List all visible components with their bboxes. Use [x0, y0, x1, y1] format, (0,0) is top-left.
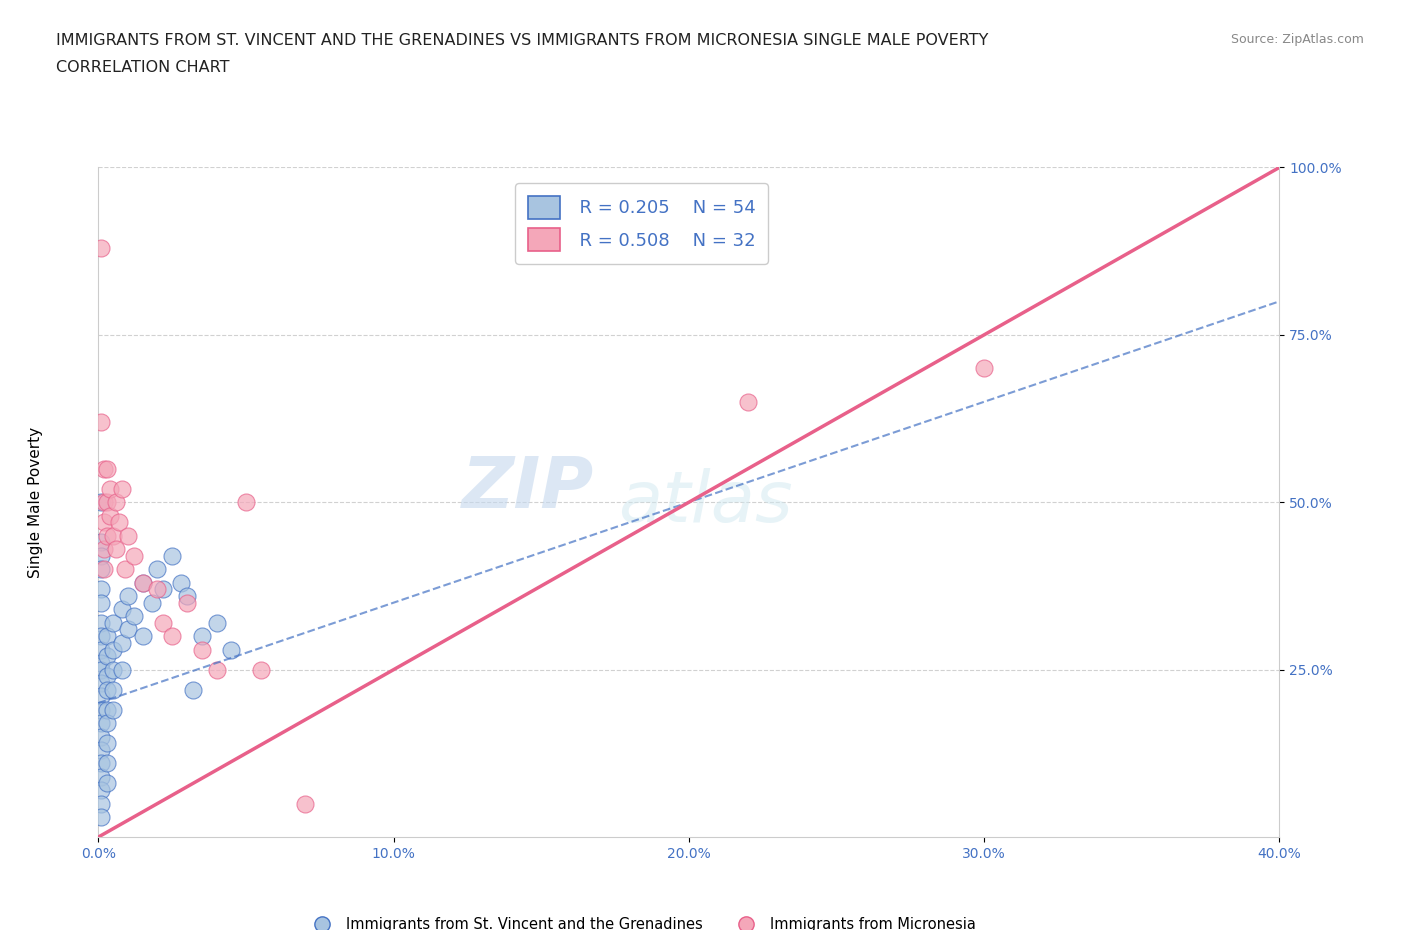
Point: [96, 756, 118, 771]
Point: [205, 616, 228, 631]
Point: [132, 629, 155, 644]
Point: [219, 642, 242, 657]
Point: [90, 535, 112, 550]
Text: Source: ZipAtlas.com: Source: ZipAtlas.com: [1230, 33, 1364, 46]
Point: [90, 656, 112, 671]
Point: [90, 562, 112, 577]
Point: [176, 595, 198, 610]
Point: [90, 415, 112, 430]
Point: [105, 541, 128, 556]
Point: [122, 608, 145, 623]
Point: [90, 796, 112, 811]
Point: [294, 796, 316, 811]
Point: [90, 729, 112, 744]
Point: [103, 528, 125, 543]
Point: [90, 495, 112, 510]
Point: [108, 515, 131, 530]
Text: CORRELATION CHART: CORRELATION CHART: [56, 60, 229, 75]
Point: [181, 683, 204, 698]
Point: [90, 616, 112, 631]
Point: [111, 662, 134, 677]
Point: [90, 595, 112, 610]
Point: [90, 629, 112, 644]
Point: [117, 622, 139, 637]
Point: [146, 562, 169, 577]
Point: [737, 394, 759, 409]
Point: [90, 702, 112, 717]
Point: [90, 549, 112, 564]
Point: [96, 702, 118, 717]
Point: [93, 461, 115, 476]
Point: [90, 756, 112, 771]
Point: [90, 809, 112, 824]
Point: [103, 642, 125, 657]
Point: [176, 589, 198, 604]
Point: [90, 662, 112, 677]
Point: [103, 683, 125, 698]
Point: [96, 736, 118, 751]
Point: [111, 635, 134, 650]
Point: [93, 515, 115, 530]
Point: [141, 595, 163, 610]
Point: [96, 669, 118, 684]
Point: [96, 495, 118, 510]
Text: Single Male Poverty: Single Male Poverty: [28, 427, 42, 578]
Point: [105, 495, 128, 510]
Point: [90, 689, 112, 704]
Text: ZIP: ZIP: [463, 455, 595, 524]
Point: [146, 582, 169, 597]
Point: [122, 549, 145, 564]
Point: [93, 541, 115, 556]
Point: [96, 461, 118, 476]
Point: [117, 589, 139, 604]
Point: [114, 562, 136, 577]
Point: [162, 629, 183, 644]
Point: [90, 675, 112, 690]
Point: [152, 616, 174, 631]
Point: [103, 662, 125, 677]
Point: [90, 582, 112, 597]
Point: [90, 642, 112, 657]
Point: [90, 769, 112, 784]
Point: [96, 683, 118, 698]
Point: [96, 716, 118, 731]
Point: [93, 562, 115, 577]
Point: [111, 602, 134, 617]
Point: [90, 742, 112, 757]
Point: [103, 616, 125, 631]
Text: atlas: atlas: [619, 468, 793, 537]
Point: [152, 582, 174, 597]
Point: [90, 240, 112, 255]
Point: [96, 629, 118, 644]
Point: [170, 575, 193, 590]
Point: [111, 482, 134, 497]
Point: [103, 702, 125, 717]
Point: [205, 662, 228, 677]
Text: IMMIGRANTS FROM ST. VINCENT AND THE GRENADINES VS IMMIGRANTS FROM MICRONESIA SIN: IMMIGRANTS FROM ST. VINCENT AND THE GREN…: [56, 33, 988, 47]
Point: [191, 642, 214, 657]
Point: [973, 361, 995, 376]
Point: [250, 662, 273, 677]
Point: [93, 495, 115, 510]
Point: [98, 482, 121, 497]
Legend: Immigrants from St. Vincent and the Grenadines, Immigrants from Micronesia: Immigrants from St. Vincent and the Gren…: [302, 911, 981, 930]
Point: [96, 528, 118, 543]
Point: [117, 528, 139, 543]
Point: [191, 629, 214, 644]
Point: [98, 508, 121, 523]
Point: [235, 495, 257, 510]
Point: [132, 575, 155, 590]
Point: [162, 549, 183, 564]
Point: [96, 649, 118, 664]
Point: [132, 575, 155, 590]
Point: [90, 716, 112, 731]
Point: [90, 783, 112, 798]
Point: [96, 776, 118, 790]
